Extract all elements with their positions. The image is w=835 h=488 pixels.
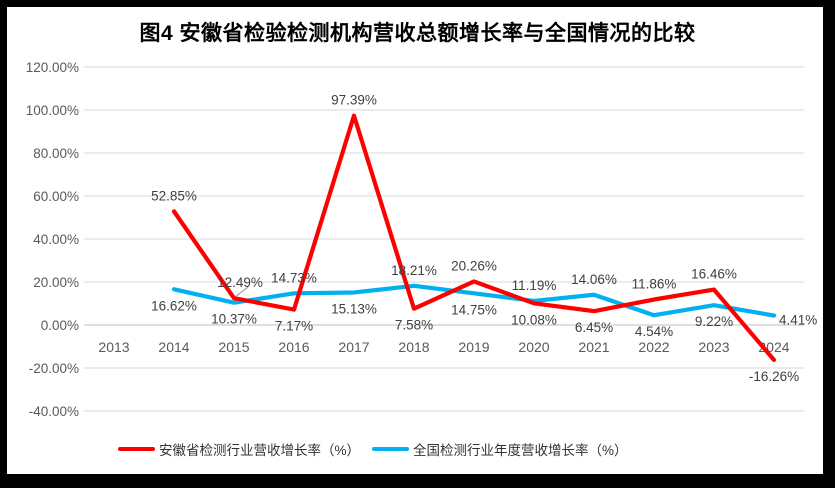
x-tick-label: 2020 xyxy=(518,339,549,355)
data-label: 20.26% xyxy=(451,258,497,273)
x-tick-label: 2018 xyxy=(398,339,429,355)
data-label-leader-line xyxy=(235,286,249,297)
data-label: 14.06% xyxy=(571,272,617,287)
x-tick-label: 2019 xyxy=(458,339,489,355)
data-label: 97.39% xyxy=(331,93,377,108)
y-tick-label: 80.00% xyxy=(33,146,79,161)
data-label: 52.85% xyxy=(151,188,197,203)
x-tick-label: 2013 xyxy=(98,339,129,355)
x-tick-label: 2022 xyxy=(638,339,669,355)
y-tick-label: 0.00% xyxy=(41,318,79,333)
y-tick-label: 60.00% xyxy=(33,189,79,204)
y-tick-label: -40.00% xyxy=(29,404,79,419)
legend-label-anhui: 安徽省检测行业营收增长率（%） xyxy=(159,443,361,458)
data-label: 7.17% xyxy=(275,319,313,334)
x-tick-label: 2017 xyxy=(338,339,369,355)
data-label: 14.73% xyxy=(271,270,317,285)
data-label: 18.21% xyxy=(391,263,437,278)
anhui-growth-line xyxy=(171,113,777,363)
x-tick-label: 2015 xyxy=(218,339,249,355)
data-label: 7.58% xyxy=(395,318,433,333)
data-label: 11.19% xyxy=(512,278,557,293)
data-label: 12.49% xyxy=(217,275,263,290)
chart-title: 图4 安徽省检验检测机构营收总额增长率与全国情况的比较 xyxy=(139,22,696,45)
data-label: 15.13% xyxy=(331,301,377,316)
data-label: 16.46% xyxy=(691,267,737,282)
x-tick-label: 2014 xyxy=(158,339,189,355)
legend-swatch-anhui-line xyxy=(118,446,155,452)
data-label: 4.54% xyxy=(635,324,673,339)
data-label: -16.26% xyxy=(749,369,799,384)
legend-swatch-national-line xyxy=(372,446,410,452)
data-label: 16.62% xyxy=(151,298,197,313)
y-tick-label: 40.00% xyxy=(33,232,79,247)
y-tick-label: 100.00% xyxy=(26,103,79,118)
data-label: 10.08% xyxy=(511,312,557,327)
x-tick-label: 2016 xyxy=(278,339,309,355)
x-tick-label: 2021 xyxy=(578,339,609,355)
data-label: 10.37% xyxy=(211,312,257,327)
data-label: 11.86% xyxy=(632,277,677,292)
data-label: 9.22% xyxy=(695,314,733,329)
y-tick-label: 120.00% xyxy=(26,60,79,75)
legend-label-national: 全国检测行业年度营收增长率（%） xyxy=(413,443,628,458)
chart-legend: 安徽省检测行业营收增长率（%） 全国检测行业年度营收增长率（%） xyxy=(118,440,628,458)
x-tick-label: 2023 xyxy=(698,339,729,355)
data-label: 4.41% xyxy=(779,313,817,328)
chart-background xyxy=(7,7,823,474)
y-tick-label: -20.00% xyxy=(29,361,79,376)
data-label: 14.75% xyxy=(451,302,497,317)
y-tick-label: 20.00% xyxy=(33,275,79,290)
data-label: 6.45% xyxy=(575,320,613,335)
national-growth-line xyxy=(171,283,777,318)
